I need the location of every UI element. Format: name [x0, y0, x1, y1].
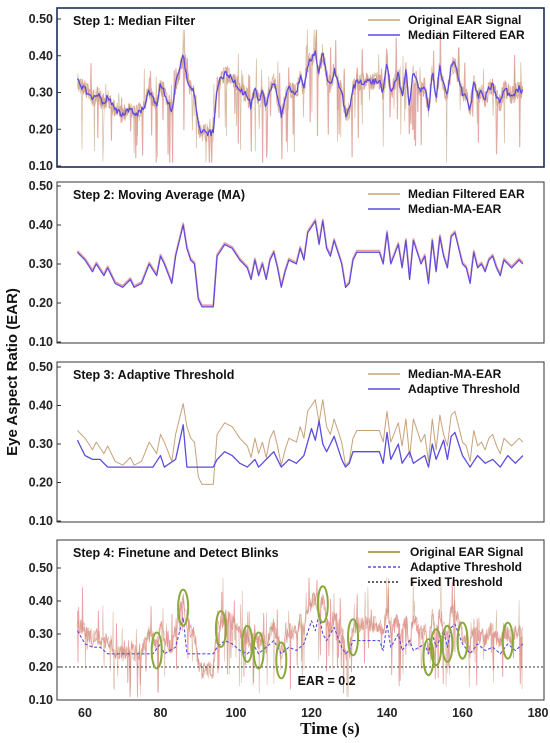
blink-ellipse [430, 628, 443, 667]
x-tick-label: 160 [452, 706, 473, 720]
panel-title: Step 1: Median Filter [73, 14, 195, 28]
x-tick-label: 80 [154, 706, 168, 720]
y-tick-label: 0.30 [29, 627, 53, 641]
y-axis-label: Eye Aspect Ratio (EAR) [4, 288, 21, 456]
legend-label: Median Filtered EAR [408, 187, 525, 201]
median-filtered-ear-line [76, 50, 524, 137]
y-tick-label: 0.40 [29, 49, 53, 63]
panel-3: 0.10 0.20 0.30 0.40 0.50 Step 3: Adaptive Thr… [29, 360, 545, 528]
panel-3-frame [56, 361, 545, 523]
x-axis-label: Time (s) [300, 719, 360, 738]
legend-label: Median Filtered EAR [408, 28, 525, 42]
legend-label: Adaptive Threshold [410, 560, 522, 574]
fixed-threshold-annotation: EAR = 0.2 [298, 674, 356, 688]
panel-title: Step 2: Moving Average (MA) [73, 188, 245, 202]
blink-ellipse [177, 588, 190, 627]
panel-title: Step 3: Adaptive Threshold [73, 368, 234, 382]
y-tick-label: 0.50 [29, 12, 53, 26]
panel-1: 0.10 0.20 0.30 0.40 0.50 Step 1: Median Filte… [29, 7, 545, 173]
median-ma-ear-line [77, 399, 524, 485]
blink-ellipse [150, 631, 163, 670]
panel-title: Step 4: Finetune and Detect Blinks [73, 546, 279, 560]
legend-label: Adaptive Threshold [408, 382, 520, 396]
legend-label: Median-MA-EAR [408, 202, 502, 216]
median-ma-ear-line [77, 220, 524, 308]
blink-ellipse [316, 585, 329, 624]
blink-ellipse [241, 624, 254, 663]
blink-ellipse [441, 624, 454, 663]
blink-ellipse [456, 621, 469, 660]
x-tick-label: 100 [226, 706, 247, 720]
series-group [58, 577, 543, 698]
adaptive-threshold-line [76, 420, 524, 468]
y-tick-label: 0.30 [29, 257, 53, 271]
y-tick-label: 0.20 [29, 476, 53, 490]
legend-label: Fixed Threshold [410, 575, 503, 589]
y-tick-label: 0.20 [29, 122, 53, 136]
blink-ellipse [347, 618, 360, 657]
series-group [76, 29, 524, 163]
y-tick-label: 0.40 [29, 399, 53, 413]
y-tick-label: 0.10 [29, 693, 53, 707]
y-tick-label: 0.50 [29, 360, 53, 374]
series-group [76, 218, 524, 308]
legend-label: Original EAR Signal [410, 545, 523, 559]
legend-label: Original EAR Signal [408, 13, 521, 27]
y-tick-label: 0.10 [29, 514, 53, 528]
x-tick-label: 140 [377, 706, 398, 720]
y-tick-label: 0.20 [29, 660, 53, 674]
y-tick-label: 0.50 [29, 179, 53, 193]
series-group [76, 399, 524, 485]
blink-ellipse [501, 621, 514, 660]
blink-ellipse [275, 641, 288, 680]
original-ear-signal-line-b [77, 577, 523, 697]
blink-ellipse [252, 631, 265, 670]
y-tick-label: 0.20 [29, 296, 53, 310]
y-tick-label: 0.10 [29, 159, 53, 173]
blink-ellipse [214, 610, 227, 649]
y-tick-label: 0.30 [29, 86, 53, 100]
y-tick-label: 0.40 [29, 218, 53, 232]
y-tick-label: 0.10 [29, 335, 53, 349]
x-tick-label: 60 [78, 706, 92, 720]
panel-4: 0.10 0.20 0.30 0.40 0.50 EAR = 0.2 Step 4: Fin… [29, 539, 545, 707]
panels: 0.10 0.20 0.30 0.40 0.50 Step 1: Median Filte… [29, 7, 545, 707]
x-tick-label: 180 [528, 706, 549, 720]
original-ear-signal-line-b [77, 29, 523, 163]
y-tick-label: 0.30 [29, 437, 53, 451]
panel-2: 0.10 0.20 0.30 0.40 0.50 Step 2: Moving Avera… [29, 179, 545, 349]
legend-label: Median-MA-EAR [408, 367, 502, 381]
y-tick-label: 0.40 [29, 594, 53, 608]
x-tick-label: 120 [301, 706, 322, 720]
blink-ellipse [422, 638, 435, 677]
y-tick-label: 0.50 [29, 561, 53, 575]
